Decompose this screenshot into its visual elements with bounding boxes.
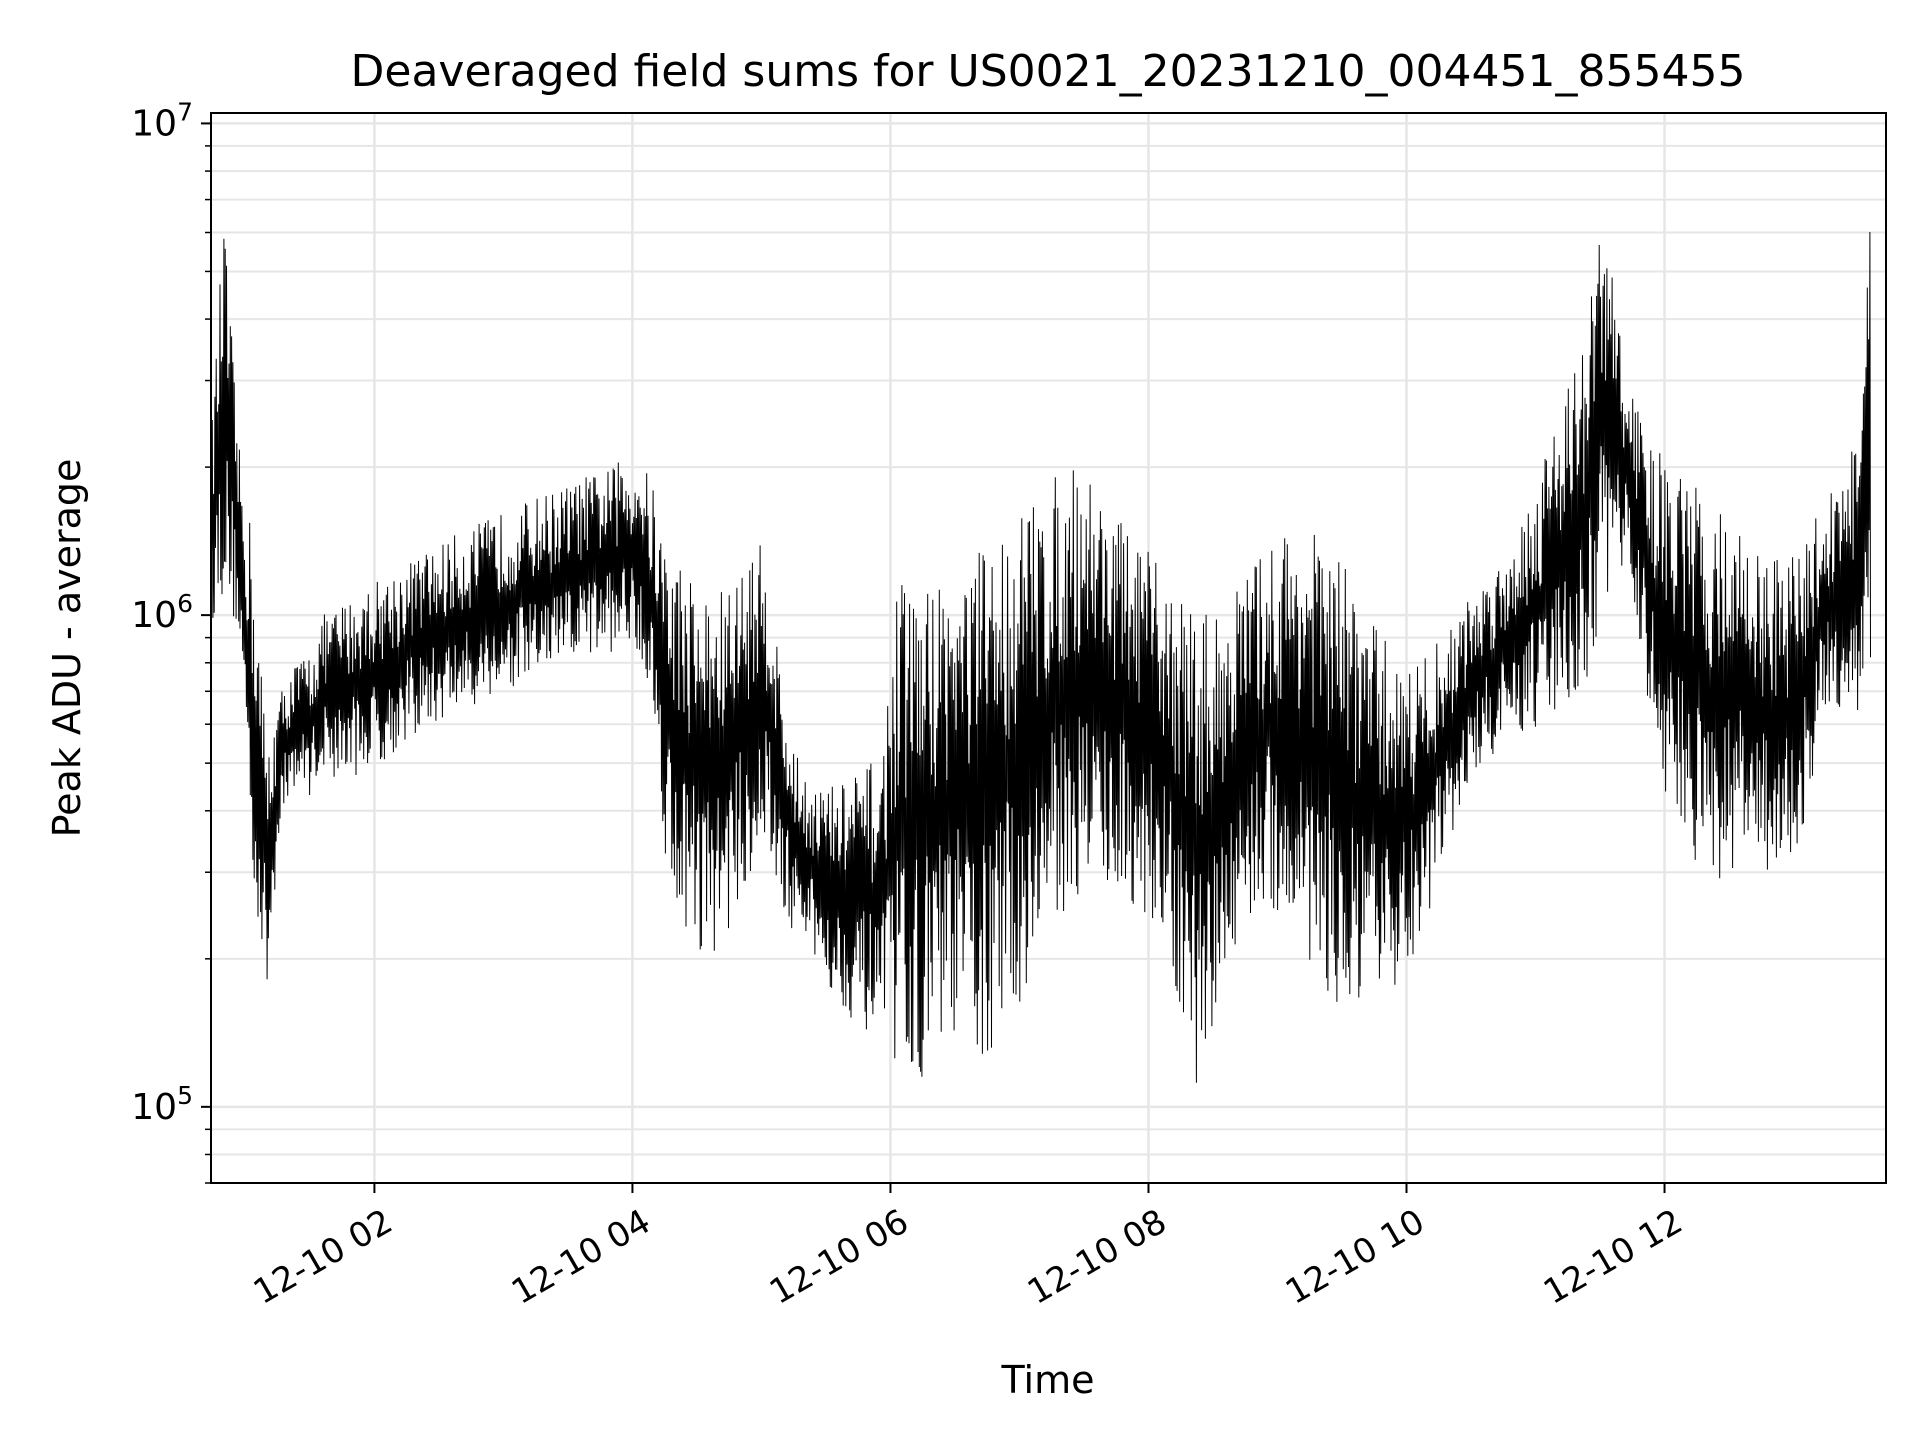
chart-title: Deaveraged field sums for US0021_2023121… xyxy=(351,46,1746,97)
x-axis-label: Time xyxy=(1001,1358,1095,1402)
y-axis-label: Peak ADU - average xyxy=(45,459,89,838)
y-axis: 105 106 107 xyxy=(131,97,211,1184)
y-tick-label: 107 xyxy=(131,97,193,144)
y-tick-label: 105 xyxy=(131,1081,193,1128)
plot-frame xyxy=(210,112,1887,1184)
series-line xyxy=(210,231,1871,1083)
y-tick-label: 106 xyxy=(131,589,193,636)
